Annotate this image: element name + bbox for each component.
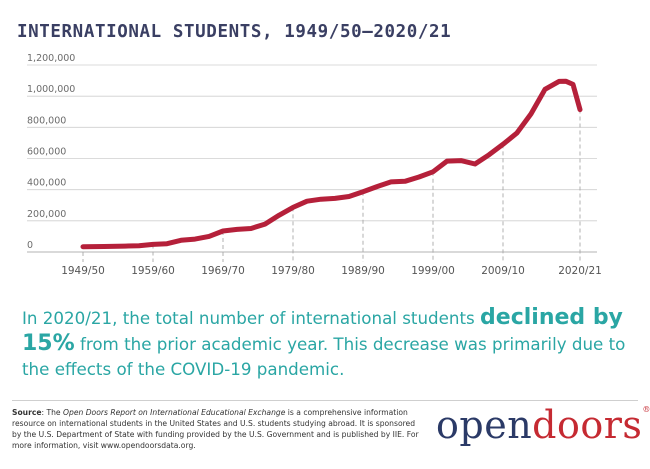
chart-title: INTERNATIONAL STUDENTS, 1949/50–2020/21	[17, 22, 452, 42]
x-tick-label: 1989/90	[341, 265, 385, 277]
x-tick-label: 1949/50	[61, 265, 105, 277]
y-tick-label: 1,000,000	[27, 84, 75, 95]
x-tick-label: 1959/60	[131, 265, 175, 277]
x-tick-label: 1969/70	[201, 265, 245, 277]
line-chart: 0 200,000 400,000 600,000 800,000 1,000,000 1,…	[27, 53, 602, 277]
callout-before: In 2020/21, the total number of internat…	[22, 308, 481, 328]
x-tick-label: 1999/00	[411, 265, 455, 277]
source-label: Source	[12, 408, 42, 417]
x-tick-label: 1979/80	[271, 265, 315, 277]
source-text-1: : The	[41, 408, 64, 417]
y-tick-label: 200,000	[27, 209, 66, 220]
logo-doors: doors	[532, 403, 643, 447]
data-line	[80, 78, 583, 250]
source-text-2: is a comprehensive information resource …	[12, 408, 419, 450]
callout-text: In 2020/21, the total number of internat…	[22, 305, 642, 382]
y-tick-label: 400,000	[27, 178, 66, 189]
divider	[12, 400, 638, 401]
x-tick-label: 2020/21	[558, 265, 602, 277]
opendoors-logo: opendoors®	[436, 403, 650, 447]
x-tick-label: 2009/10	[481, 265, 525, 277]
source-note: Source: The Open Doors Report on Interna…	[12, 407, 424, 451]
y-tick-label: 800,000	[27, 115, 66, 126]
logo-open: open	[436, 403, 533, 447]
y-tick-label: 0	[27, 240, 33, 251]
y-tick-label: 1,200,000	[27, 53, 75, 64]
callout-after: from the prior academic year. This decre…	[22, 334, 626, 379]
y-tick-label: 600,000	[27, 147, 66, 158]
callout-highlight: declined by 15%	[22, 305, 623, 356]
registered-mark: ®	[642, 405, 650, 414]
source-report-title: Open Doors Report on International Educa…	[63, 408, 286, 417]
